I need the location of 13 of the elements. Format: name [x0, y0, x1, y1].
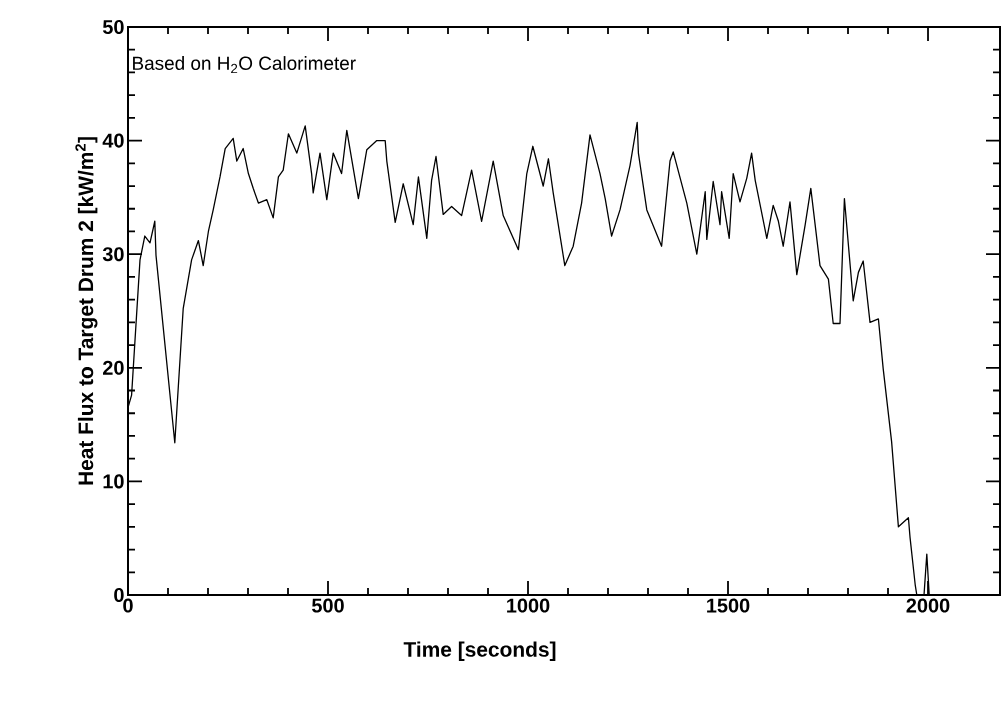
y-tick-label: 20: [103, 360, 124, 375]
y-tick-label: 30: [102, 247, 124, 262]
y-tick-label: 10: [103, 474, 124, 489]
x-tick-label: 1500: [707, 598, 750, 613]
y-axis-title: Heat Flux to Target Drum 2 [kW/m$^{2}$]: [75, 137, 98, 485]
x-tick-label: 2000: [906, 598, 950, 613]
y-tick-label: 40: [102, 133, 124, 148]
y-tick-label: 0: [114, 587, 124, 603]
x-tick-label: 1000: [507, 598, 550, 613]
x-tick-label: 500: [311, 598, 344, 613]
y-tick-label: 50: [102, 19, 124, 35]
x-axis-title: Time [seconds]: [403, 641, 556, 661]
annotation: Based on H$_{2}$O Calorimeter: [133, 56, 356, 74]
